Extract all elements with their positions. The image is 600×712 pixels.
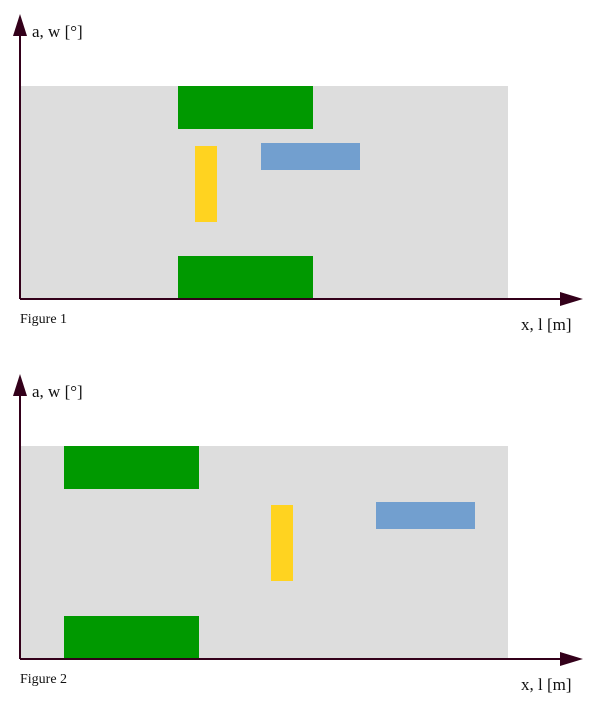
x-axis [20, 292, 583, 306]
y-axis [13, 374, 27, 659]
blue-block [261, 143, 360, 170]
figure-1: a, w [°] x, l [m] Figure 1 [13, 14, 583, 334]
y-axis-label: a, w [°] [32, 22, 83, 41]
green-block-top [64, 446, 199, 489]
blue-block [376, 502, 475, 529]
green-block-bottom [178, 256, 313, 299]
green-block-bottom [64, 616, 199, 659]
figure-caption: Figure 2 [20, 672, 67, 687]
yellow-block [271, 505, 293, 581]
x-axis-label: x, l [m] [521, 675, 572, 694]
green-block-top [178, 86, 313, 129]
figure-2: a, w [°] x, l [m] Figure 2 [13, 374, 583, 694]
figure-caption: Figure 1 [20, 312, 67, 327]
x-axis-label: x, l [m] [521, 315, 572, 334]
y-axis-label: a, w [°] [32, 382, 83, 401]
y-axis [13, 14, 27, 299]
x-axis [20, 652, 583, 666]
yellow-block [195, 146, 217, 222]
